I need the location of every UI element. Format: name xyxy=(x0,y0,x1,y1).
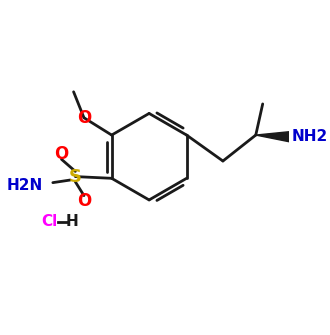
Text: O: O xyxy=(77,109,91,127)
Text: Cl: Cl xyxy=(41,214,57,229)
Polygon shape xyxy=(256,132,290,142)
Text: O: O xyxy=(77,192,91,210)
Text: O: O xyxy=(54,145,69,163)
Text: NH2: NH2 xyxy=(292,129,328,144)
Text: S: S xyxy=(69,168,82,186)
Text: H: H xyxy=(65,214,78,229)
Text: H2N: H2N xyxy=(6,178,43,193)
